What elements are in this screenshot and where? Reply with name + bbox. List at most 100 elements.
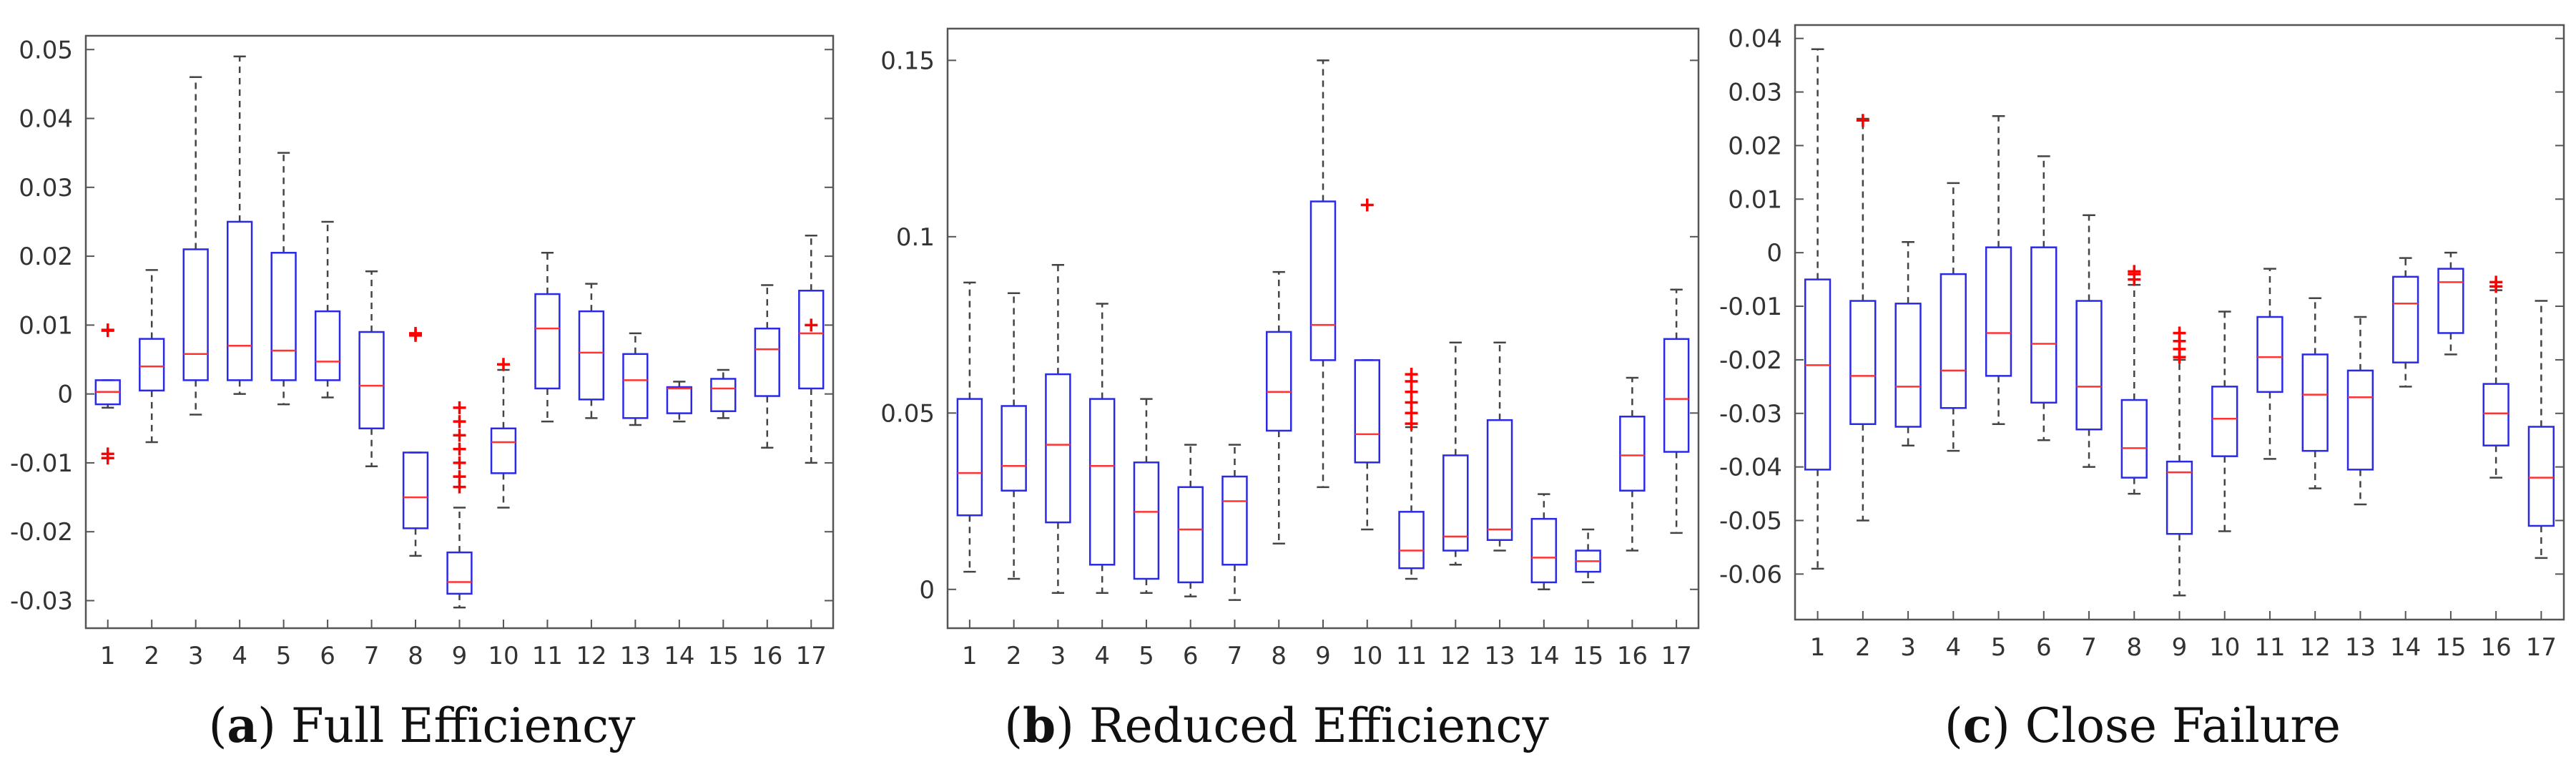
box-5 [1133,461,1160,580]
box-2 [1001,405,1027,492]
y-tick-label: 0.03 [19,174,73,202]
box-10 [490,427,517,474]
box-2 [1849,300,1877,425]
y-tick-label: 0 [919,576,935,605]
x-tick-label: 13 [1484,642,1515,670]
box-13 [622,353,649,419]
box-4 [226,220,253,381]
x-tick-label: 2 [1855,633,1871,662]
x-tick-label: 11 [2254,633,2285,662]
x-tick-label: 6 [1183,642,1199,670]
x-tick-label: 9 [452,642,468,670]
x-tick-label: 13 [620,642,651,670]
box-12 [2301,353,2329,452]
x-tick-label: 10 [488,642,518,670]
box-16 [2482,383,2509,446]
x-tick-label: 4 [1094,642,1110,670]
y-tick-label: 0.1 [896,223,935,252]
box-14 [2392,275,2419,363]
box-15 [2437,268,2464,334]
x-tick-label: 12 [576,642,606,670]
x-tick-label: 1 [962,642,978,670]
x-tick-label: 15 [1573,642,1603,670]
x-tick-label: 15 [2435,633,2466,662]
x-tick-label: 8 [408,642,423,670]
box-8 [402,451,429,529]
box-6 [314,310,341,381]
y-tick-label: -0.04 [1719,454,1782,482]
x-tick-label: 10 [1352,642,1382,670]
x-tick-label: 10 [2209,633,2240,662]
y-tick-label: -0.03 [10,587,73,615]
x-tick-label: 5 [1991,633,2007,662]
box-5 [270,252,297,381]
y-tick-label: 0 [1766,239,1782,268]
x-tick-label: 5 [1139,642,1154,670]
caption-a: (a) Full Efficiency [208,698,636,753]
y-tick-label: 0.02 [19,243,73,271]
x-tick-label: 16 [2481,633,2512,662]
box-10 [2211,386,2238,457]
x-tick-label: 6 [2036,633,2052,662]
x-tick-label: 12 [2300,633,2331,662]
x-tick-label: 13 [2345,633,2376,662]
x-tick-label: 8 [2126,633,2142,662]
box-11 [534,293,561,390]
x-tick-label: 7 [364,642,380,670]
box-17 [2527,426,2555,527]
x-tick-label: 7 [2081,633,2097,662]
box-14 [666,386,693,414]
box-8 [2120,399,2148,479]
x-tick-label: 3 [1051,642,1066,670]
y-tick-label: -0.02 [10,518,73,547]
box-14 [1530,517,1558,584]
x-tick-label: 4 [232,642,247,670]
box-8 [1266,331,1292,432]
box-12 [1442,454,1469,552]
x-tick-label: 2 [144,642,159,670]
x-tick-label: 7 [1227,642,1243,670]
box-4 [1940,273,1967,409]
x-tick-label: 6 [320,642,335,670]
x-tick-label: 3 [188,642,204,670]
box-17 [1663,338,1690,453]
x-tick-label: 8 [1271,642,1287,670]
box-3 [1045,373,1071,524]
y-tick-label: 0.03 [1728,79,1782,107]
box-3 [1894,303,1922,428]
x-tick-label: 9 [1315,642,1331,670]
x-tick-label: 16 [1617,642,1648,670]
box-9 [1309,200,1337,361]
box-15 [710,378,737,412]
box-10 [1354,359,1381,464]
y-tick-label: 0.01 [19,311,73,340]
x-tick-label: 17 [2526,633,2557,662]
x-tick-label: 5 [276,642,292,670]
x-tick-label: 1 [1810,633,1826,662]
y-tick-label: -0.06 [1719,560,1782,589]
caption-c: (c) Close Failure [1945,698,2341,753]
box-7 [358,331,385,430]
x-tick-label: 14 [2390,633,2421,662]
box-7 [2075,300,2103,431]
plot-frame-c [1794,24,2565,621]
y-tick-label: 0.15 [880,47,935,75]
y-tick-label: -0.02 [1719,346,1782,375]
box-5 [1985,246,2012,377]
box-17 [798,289,825,390]
x-tick-label: 4 [1946,633,1962,662]
x-tick-label: 11 [1396,642,1427,670]
box-7 [1221,475,1248,566]
box-6 [1177,486,1204,584]
x-tick-label: 16 [752,642,782,670]
x-tick-label: 15 [708,642,739,670]
x-tick-label: 17 [1661,642,1691,670]
x-tick-label: 9 [2172,633,2188,662]
box-4 [1088,398,1116,566]
y-tick-label: 0.04 [19,105,73,134]
x-tick-label: 14 [1528,642,1559,670]
box-2 [139,338,165,392]
box-16 [1619,415,1646,492]
y-tick-label: 0.05 [19,36,73,64]
